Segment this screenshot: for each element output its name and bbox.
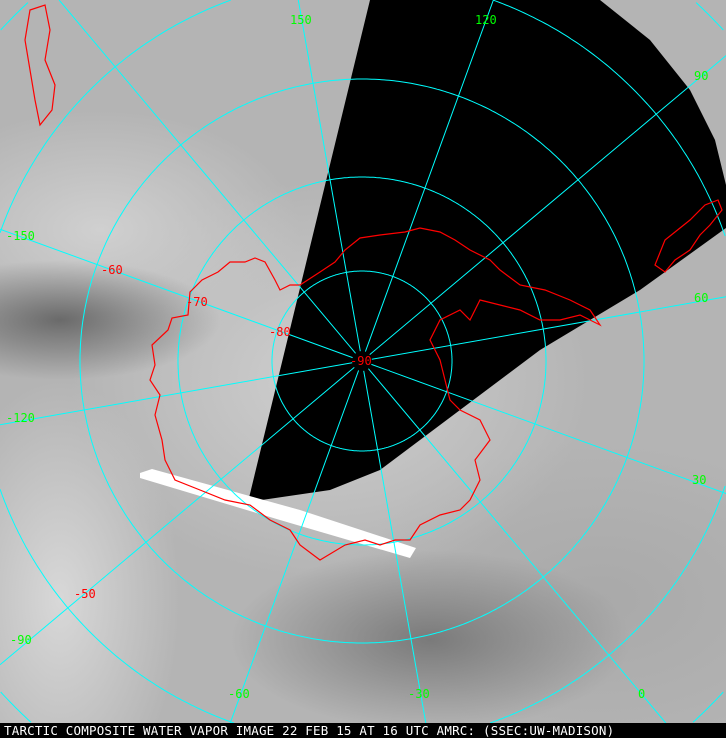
graticule: [0, 0, 726, 723]
longitude-line: [368, 368, 667, 723]
longitude-line: [371, 363, 726, 494]
lon-label: 30: [692, 473, 706, 487]
longitude-line: [0, 367, 355, 666]
longitude-line: [0, 362, 353, 426]
lon-label: 0: [638, 687, 645, 701]
australia-nz-coastline: [654, 199, 723, 273]
lat-label: -70: [186, 295, 208, 309]
latitude-circle: [79, 78, 645, 644]
longitude-line: [364, 0, 494, 352]
longitude-line: [0, 228, 353, 359]
lon-label: -90: [10, 633, 32, 647]
lon-label: 150: [290, 13, 312, 27]
longitude-line: [58, 0, 356, 354]
longitude-line: [229, 370, 360, 723]
longitude-line: [369, 55, 726, 355]
grid-labels: 150 120 90 60 30 0 -30 -60 -90 -120 -150…: [6, 13, 708, 701]
latitude-circle: [177, 176, 547, 546]
latitude-circle: [0, 0, 726, 723]
latitude-circle: [0, 2, 724, 723]
no-data-wedge: [248, 0, 726, 502]
lon-label: -150: [6, 229, 35, 243]
missing-data-swath: [140, 469, 416, 558]
lat-label: -90: [350, 354, 372, 368]
lon-label: 120: [475, 13, 497, 27]
lat-label: -80: [269, 325, 291, 339]
lon-label: 90: [694, 69, 708, 83]
longitude-line: [363, 370, 427, 723]
antarctica-coastline: [149, 227, 602, 561]
lon-label: 60: [694, 291, 708, 305]
lat-label: -50: [74, 587, 96, 601]
longitude-line: [371, 296, 726, 360]
longitude-line: [297, 0, 361, 352]
lon-label: -60: [228, 687, 250, 701]
lon-label: -30: [408, 687, 430, 701]
lat-label: -60: [101, 263, 123, 277]
map-overlay: 150 120 90 60 30 0 -30 -60 -90 -120 -150…: [0, 0, 726, 723]
image-caption: TARCTIC COMPOSITE WATER VAPOR IMAGE 22 F…: [0, 723, 726, 738]
latitude-circle: [271, 270, 453, 452]
south-america-coastline: [24, 4, 56, 127]
lon-label: -120: [6, 411, 35, 425]
